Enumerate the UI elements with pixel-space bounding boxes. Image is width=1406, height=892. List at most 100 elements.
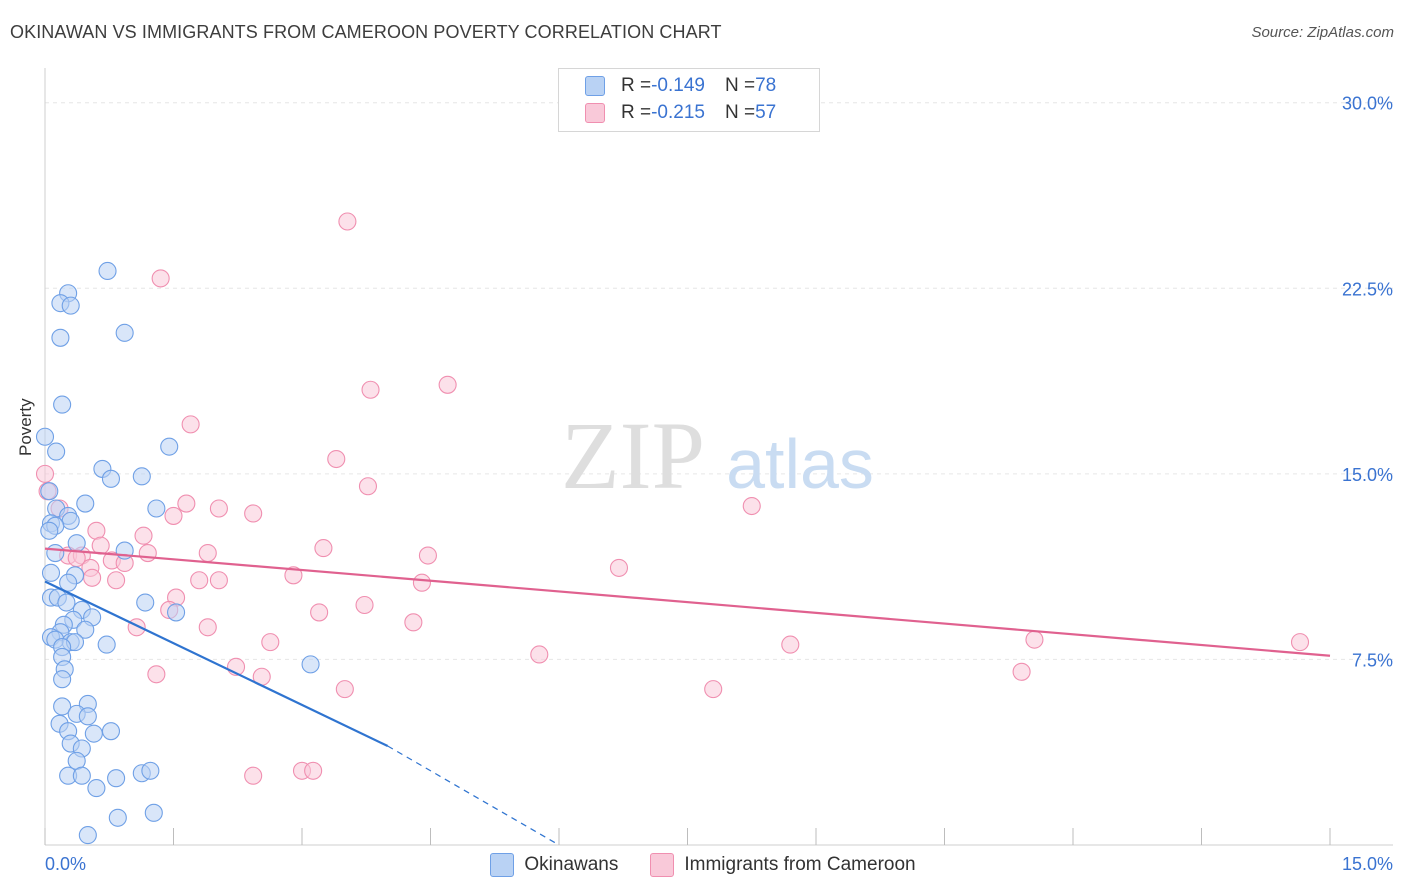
cameroon-point-33 [209, 571, 228, 590]
cameroon-point-38 [310, 603, 329, 622]
cameroon-point-28 [609, 558, 629, 577]
y-tick-label-2: 22.5% [1342, 279, 1393, 299]
cameroon-point-4 [181, 415, 200, 434]
cameroon-point-48 [147, 665, 166, 684]
cameroon-point-10 [177, 494, 196, 513]
chart-title: OKINAWAN VS IMMIGRANTS FROM CAMEROON POV… [10, 22, 722, 42]
cameroon-point-43 [781, 635, 800, 654]
watermark: ZIP atlas [561, 402, 874, 509]
source-label: Source: ZipAtlas.com [1251, 24, 1394, 41]
cameroon-trend-line [44, 547, 1331, 657]
legend-label-okinawans: Okinawans [524, 854, 619, 875]
okinawans-point-64 [141, 761, 160, 780]
cameroon-point-52 [704, 680, 723, 699]
legend-label-cameroon: Immigrants from Cameroon [684, 854, 916, 875]
okinawans-point-7 [35, 427, 55, 446]
cameroon-point-14 [742, 496, 761, 516]
okinawans-point-18 [61, 511, 80, 530]
okinawans-point-61 [72, 766, 91, 785]
okinawans-point-49 [53, 697, 72, 716]
okinawans-point-21 [40, 521, 59, 540]
cameroon-point-51 [335, 680, 354, 699]
okinawans-point-43 [97, 635, 116, 654]
cameroon-point-1 [151, 269, 170, 288]
cameroon-point-29 [284, 566, 303, 585]
legend-row-okinawans: R = -0.149 N = 78 [585, 73, 776, 99]
okinawans-point-6 [53, 395, 72, 414]
legend-swatch-pink [585, 103, 605, 123]
cameroon-point-31 [107, 571, 126, 590]
series-okinawans-points [35, 261, 320, 845]
cameroon-point-30 [83, 568, 102, 587]
okinawans-point-66 [144, 803, 163, 822]
okinawans-point-30 [57, 593, 76, 612]
legend-r-label: R = [621, 102, 652, 123]
y-axis-label: Poverty [16, 398, 35, 456]
legend-n-value-cameroon: 57 [755, 102, 777, 123]
okinawans-point-9 [160, 437, 179, 456]
okinawans-point-25 [41, 563, 61, 582]
okinawans-point-8 [47, 442, 66, 461]
watermark-atlas: atlas [726, 425, 874, 503]
okinawans-point-27 [59, 573, 78, 592]
okinawans-point-5 [51, 328, 70, 347]
legend-r-label: R = [621, 75, 652, 96]
cameroon-point-39 [404, 613, 423, 632]
cameroon-point-13 [164, 506, 183, 525]
cameroon-point-24 [418, 546, 437, 565]
legend-item-cameroon[interactable]: Immigrants from Cameroon [650, 853, 916, 877]
tick-labels: 7.5% 15.0% 22.5% 30.0% 0.0% 15.0% [45, 94, 1393, 874]
axes [44, 68, 1393, 846]
cameroon-point-6 [358, 477, 378, 496]
y-tick-label-1: 15.0% [1342, 465, 1393, 485]
cameroon-point-7 [35, 464, 55, 483]
legend-item-okinawans[interactable]: Okinawans [490, 853, 618, 877]
stats-legend: R = -0.149 N = 78 R = -0.215 N = 57 [558, 68, 820, 132]
legend-r-value-cameroon: -0.215 [651, 102, 705, 123]
cameroon-point-46 [530, 645, 549, 664]
okinawans-trend-extension [387, 745, 560, 846]
okinawans-point-22 [67, 534, 86, 553]
okinawans-point-4 [115, 323, 134, 342]
cameroon-point-16 [134, 526, 153, 545]
cameroon-point-41 [198, 618, 217, 637]
cameroon-point-2 [438, 375, 457, 394]
trend-lines [44, 547, 1331, 846]
okinawans-point-0 [98, 261, 117, 281]
cameroon-point-3 [361, 380, 380, 399]
y-tick-label-0: 7.5% [1352, 650, 1393, 670]
cameroon-point-55 [304, 761, 323, 780]
okinawans-point-11 [101, 469, 121, 488]
cameroon-point-0 [338, 212, 357, 231]
okinawans-point-68 [78, 826, 97, 845]
cameroon-point-18 [314, 539, 333, 558]
okinawans-point-65 [87, 779, 106, 798]
cameroon-point-36 [355, 595, 374, 615]
okinawans-point-14 [76, 494, 95, 513]
okinawans-point-37 [76, 620, 95, 639]
okinawans-point-35 [167, 603, 186, 622]
cameroon-point-50 [1012, 662, 1031, 681]
okinawans-point-24 [46, 543, 65, 563]
cameroon-point-42 [261, 633, 280, 652]
legend-n-label: N = [724, 102, 756, 123]
cameroon-point-53 [244, 766, 263, 785]
legend-swatch-blue [490, 853, 515, 877]
okinawans-point-55 [84, 724, 103, 743]
y-tick-label-3: 30.0% [1342, 94, 1393, 114]
okinawans-point-67 [108, 808, 127, 827]
watermark-zip: ZIP [561, 402, 705, 509]
okinawans-point-62 [107, 769, 126, 788]
legend-swatch-pink [650, 853, 675, 877]
x-tick-label-1: 15.0% [1342, 854, 1393, 874]
legend-r-value-okinawans: -0.149 [651, 75, 705, 96]
cameroon-point-22 [138, 543, 157, 563]
okinawans-point-31 [136, 593, 155, 612]
legend-row-cameroon: R = -0.215 N = 57 [585, 100, 776, 126]
cameroon-point-11 [209, 499, 228, 518]
okinawans-point-47 [301, 655, 320, 674]
cameroon-point-32 [190, 571, 209, 590]
okinawans-point-3 [61, 296, 80, 315]
cameroon-point-34 [412, 573, 431, 592]
cameroon-point-45 [1290, 633, 1310, 652]
